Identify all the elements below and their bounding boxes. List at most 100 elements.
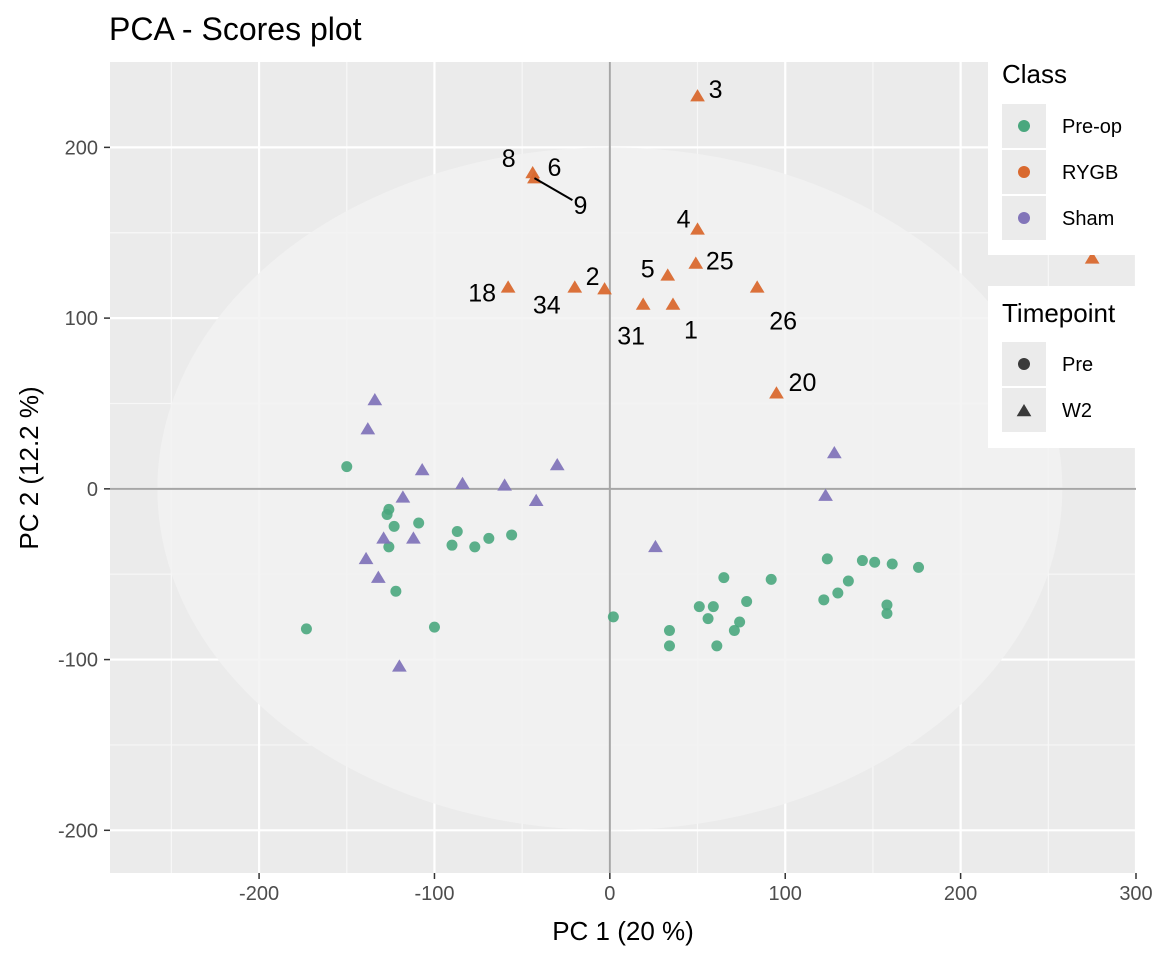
point-pre-op xyxy=(886,558,898,570)
point-pre-op xyxy=(718,572,730,584)
point-sham xyxy=(406,531,421,544)
point-rygb xyxy=(635,297,651,310)
legend-swatch-rygb xyxy=(1018,166,1030,178)
legend-class-title: Class xyxy=(1002,59,1067,89)
point-rygb xyxy=(690,222,705,235)
point-pre-op xyxy=(446,539,458,551)
y-tick-label: -200 xyxy=(58,820,98,842)
point-pre-op xyxy=(881,607,893,619)
point-pre-op xyxy=(881,599,893,611)
point-label: 26 xyxy=(769,307,797,335)
point-sham xyxy=(395,490,411,503)
point-label: 3 xyxy=(709,76,723,104)
point-rygb xyxy=(690,89,705,102)
point-rygb xyxy=(749,280,765,293)
point-pre-op xyxy=(707,601,719,613)
point-pre-op xyxy=(341,461,353,473)
point-pre-op xyxy=(469,541,481,553)
x-axis-label: PC 1 (20 %) xyxy=(552,916,694,946)
point-label: 6 xyxy=(547,154,561,182)
label-leader-line xyxy=(533,177,573,201)
point-pre-op xyxy=(413,517,425,529)
point-rygb xyxy=(1084,251,1100,264)
point-pre-op xyxy=(506,529,518,541)
point-pre-op xyxy=(821,553,833,565)
point-pre-op xyxy=(856,555,868,567)
point-pre-op xyxy=(832,587,844,599)
chart-title: PCA - Scores plot xyxy=(109,11,362,47)
point-pre-op xyxy=(383,541,395,553)
legend-label: Sham xyxy=(1062,208,1114,230)
reference-lines xyxy=(110,62,1136,873)
point-pre-op xyxy=(842,575,854,587)
point-pre-op xyxy=(451,526,463,538)
y-axis-label: PC 2 (12.2 %) xyxy=(14,386,44,549)
point-rygb xyxy=(665,297,681,310)
point-pre-op xyxy=(728,625,740,637)
point-label: 2 xyxy=(586,263,600,291)
y-tick-label: 100 xyxy=(65,308,98,330)
point-sham xyxy=(528,493,544,507)
point-pre-op xyxy=(913,561,925,573)
point-sham xyxy=(370,570,386,583)
point-sham xyxy=(497,478,512,491)
point-pre-op xyxy=(702,613,714,625)
point-pre-op xyxy=(734,616,746,628)
point-sham xyxy=(455,476,470,489)
legend-class: Class Pre-op RYGB Sham xyxy=(988,52,1136,255)
point-label: 9 xyxy=(573,192,587,220)
point-rygb xyxy=(688,256,704,269)
point-pre-op xyxy=(711,640,723,652)
y-tick-label: 0 xyxy=(87,479,98,501)
point-label: 1 xyxy=(684,316,698,344)
x-tick-label: 0 xyxy=(604,883,615,905)
legend-label: RYGB xyxy=(1062,162,1118,184)
point-pre-op xyxy=(663,640,675,652)
point-label: 20 xyxy=(789,369,817,397)
point-label: 5 xyxy=(641,255,655,283)
point-sham xyxy=(392,659,407,672)
x-tick-label: 100 xyxy=(769,883,802,905)
legend-shape-circle xyxy=(1018,358,1030,370)
point-rygb xyxy=(567,280,583,293)
point-pre-op xyxy=(388,520,400,532)
point-sham xyxy=(549,457,565,471)
point-pre-op xyxy=(390,585,402,597)
point-label: 34 xyxy=(533,291,561,319)
point-pre-op xyxy=(663,625,675,637)
point-sham xyxy=(414,463,430,476)
point-pre-op xyxy=(300,623,312,635)
y-tick-label: -100 xyxy=(58,650,98,672)
x-tick-label: -200 xyxy=(239,883,279,905)
point-pre-op xyxy=(869,556,881,568)
point-sham xyxy=(818,488,833,501)
point-pre-op xyxy=(607,611,619,623)
legend-shape-triangle xyxy=(1016,404,1032,417)
x-tick-label: 200 xyxy=(944,883,977,905)
point-pre-op xyxy=(483,532,495,544)
x-tick-label: 300 xyxy=(1119,883,1152,905)
point-sham xyxy=(376,531,391,544)
point-sham xyxy=(367,393,383,406)
point-label: 8 xyxy=(502,145,516,173)
point-sham xyxy=(648,539,663,553)
point-rygb xyxy=(597,282,612,295)
data-points xyxy=(300,89,1100,672)
point-rygb xyxy=(660,268,676,281)
legend-label: W2 xyxy=(1062,400,1092,422)
point-pre-op xyxy=(693,601,705,613)
point-label: 25 xyxy=(706,247,734,275)
point-pre-op xyxy=(741,596,753,608)
y-tick-label: 200 xyxy=(65,137,98,159)
legend-timepoint: Timepoint Pre W2 xyxy=(988,286,1136,448)
x-axis-ticks: -200 -100 0 100 200 300 xyxy=(239,873,1152,905)
point-sham xyxy=(360,422,376,435)
x-tick-label: -100 xyxy=(414,883,454,905)
legend-swatch-sham xyxy=(1018,212,1030,224)
y-axis-ticks: -200 -100 0 100 200 xyxy=(58,137,110,842)
legend-swatch-pre-op xyxy=(1018,120,1030,132)
point-pre-op xyxy=(818,594,830,606)
point-label: 18 xyxy=(468,279,496,307)
point-rygb xyxy=(769,386,784,399)
point-sham xyxy=(826,445,842,459)
